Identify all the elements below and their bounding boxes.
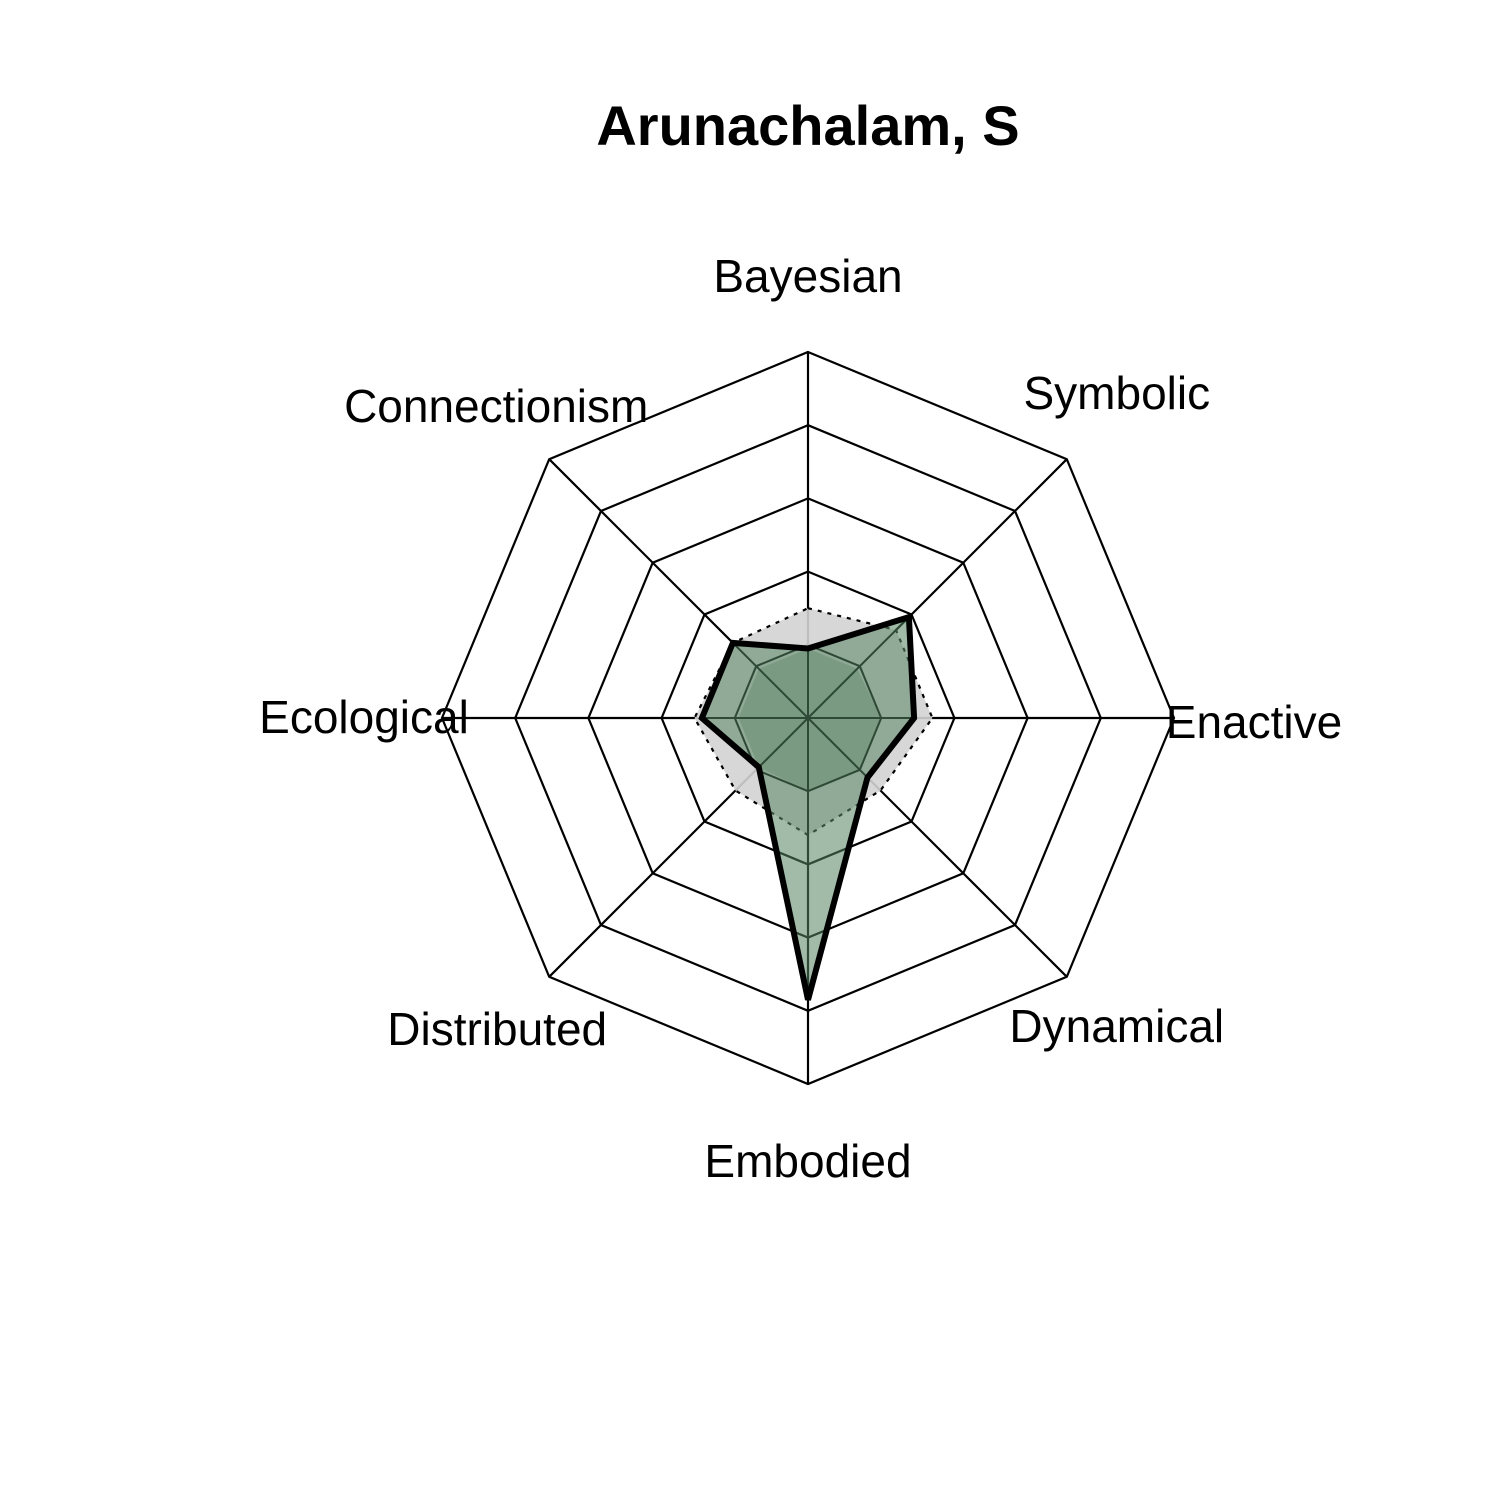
axis-labels: Bayesian Symbolic Enactive Dynamical Embodie… bbox=[259, 250, 1342, 1187]
inner-spoke-distributed bbox=[701, 717, 809, 978]
inner-spoke-dynamical bbox=[807, 717, 915, 978]
series-layer bbox=[698, 613, 918, 1001]
axis-label-dynamical: Dynamical bbox=[1009, 1000, 1224, 1052]
axis-label-enactive: Enactive bbox=[1166, 696, 1342, 748]
axis-label-distributed: Distributed bbox=[387, 1003, 607, 1055]
axis-label-embodied: Embodied bbox=[704, 1135, 911, 1187]
chart-title: Arunachalam, S bbox=[596, 94, 1019, 157]
axis-label-ecological: Ecological bbox=[259, 691, 469, 743]
main-series-outline bbox=[698, 613, 918, 1001]
axis-label-bayesian: Bayesian bbox=[713, 250, 902, 302]
axis-label-connectionism: Connectionism bbox=[344, 380, 648, 432]
inner-spoke-connectionism bbox=[701, 617, 809, 719]
inner-spoke-symbolic bbox=[807, 617, 915, 719]
axis-label-symbolic: Symbolic bbox=[1023, 367, 1210, 419]
